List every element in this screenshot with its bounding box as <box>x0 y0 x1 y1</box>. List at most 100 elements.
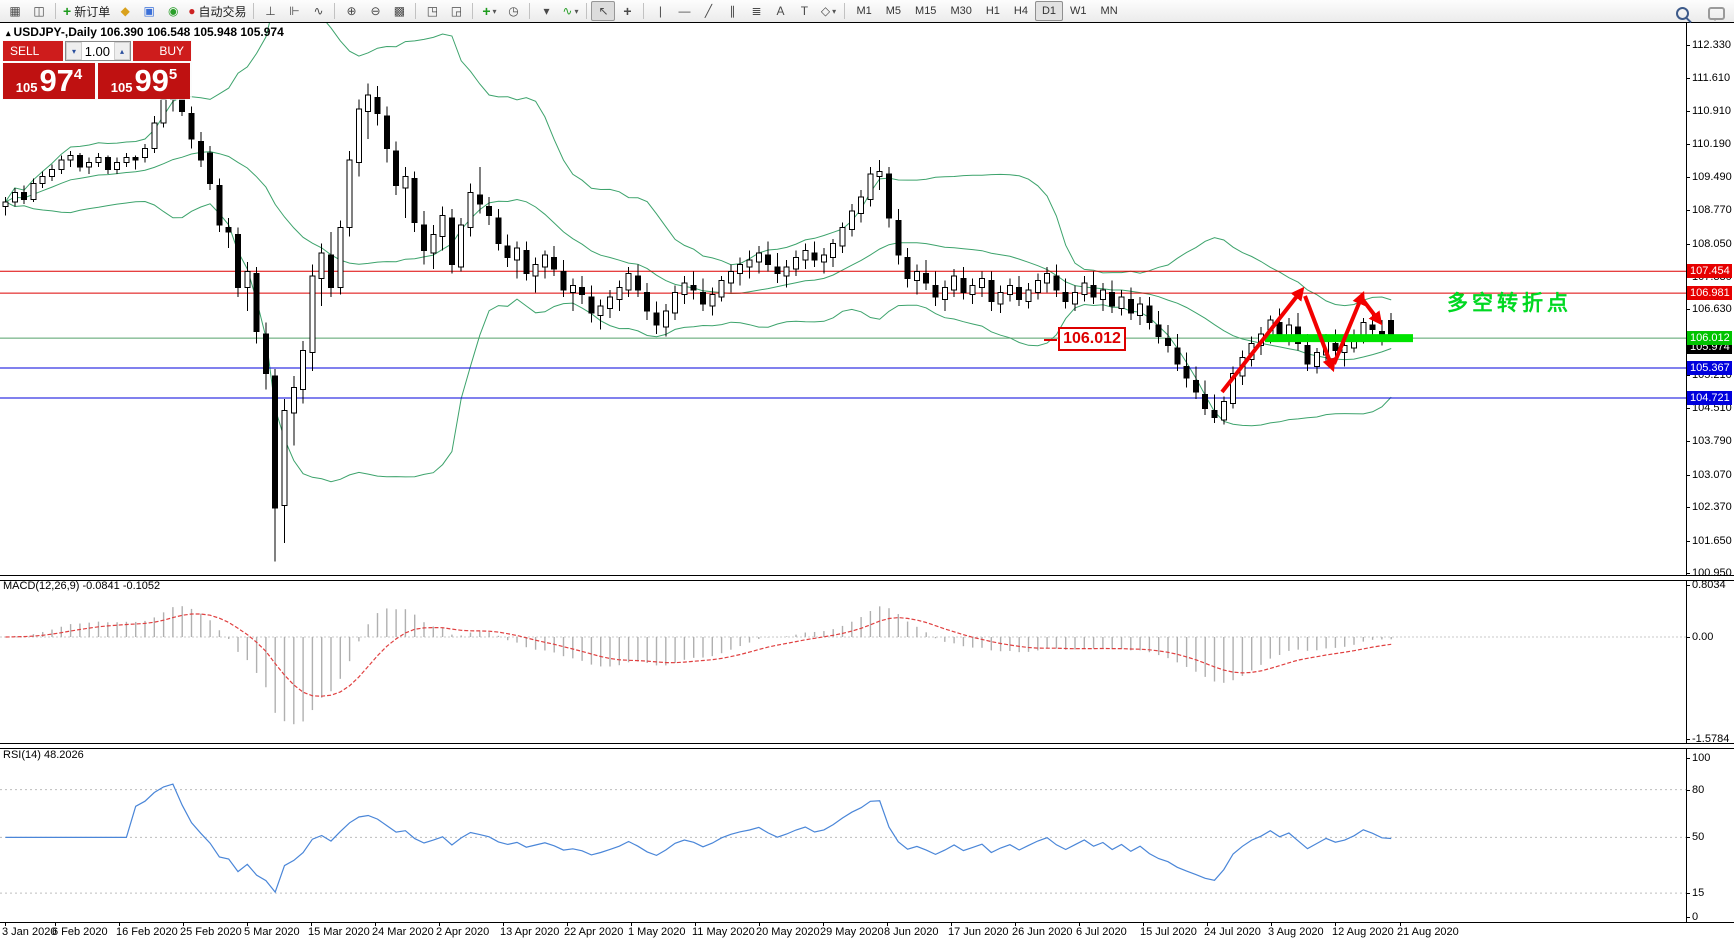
main-price-pane[interactable] <box>0 22 1686 562</box>
search-button[interactable] <box>1670 3 1694 23</box>
vertical-line-icon[interactable]: | <box>648 1 672 21</box>
volume-input[interactable]: 1.00 <box>84 43 110 59</box>
buy-price-display[interactable]: 105 99 5 <box>98 63 190 99</box>
timeframe-m15[interactable]: M15 <box>915 5 937 17</box>
date-tick-mark <box>375 922 376 926</box>
add-indicator-button[interactable]: + ▾ <box>477 1 501 21</box>
fibonacci-icon[interactable]: ≣ <box>744 1 768 21</box>
rsi-pane[interactable] <box>0 783 1686 894</box>
crosshair-icon: + <box>623 3 632 19</box>
candle-body <box>355 108 362 163</box>
chart-top-border <box>0 22 1734 23</box>
sell-button[interactable]: SELL <box>3 41 63 61</box>
zoom-out-icon[interactable]: ⊖ <box>363 1 387 21</box>
date-tick-mark <box>951 922 952 926</box>
rsi-tick-label: 80 <box>1692 783 1705 796</box>
macd-tick-label: 0.00 <box>1692 631 1714 643</box>
timeframe-m5[interactable]: M5 <box>885 5 902 17</box>
candle-body <box>783 266 790 277</box>
bar-chart-icon[interactable]: ⊥ <box>258 1 282 21</box>
date-label: 20 May 2020 <box>756 926 820 938</box>
text-icon[interactable]: A <box>768 1 792 21</box>
price-tick-label: 111.610 <box>1692 72 1731 85</box>
history-center-icon[interactable]: ◆ <box>113 1 137 21</box>
autotrading-button[interactable]: ● 自动交易 <box>185 1 249 21</box>
zigzag-arrow-3[interactable] <box>1332 290 1366 365</box>
chart-style-icon[interactable]: ∿ ▾ <box>558 1 582 21</box>
line-chart-icon[interactable]: ∿ <box>306 1 330 21</box>
date-tick-mark <box>119 922 120 926</box>
price-tick-label: 110.910 <box>1692 104 1731 117</box>
zigzag-arrow-1[interactable] <box>1220 286 1305 394</box>
new-chart-icon[interactable]: ▦ <box>3 1 27 21</box>
timeframe-d1[interactable]: D1 <box>1034 1 1064 21</box>
cursor-icon[interactable]: ↖ <box>591 1 616 21</box>
price-tick-label: 106.630 <box>1692 303 1732 316</box>
tile-windows-icon[interactable]: ▩ <box>387 1 411 21</box>
horizontal-line-icon[interactable]: ― <box>672 1 696 21</box>
equidistant-channel-icon[interactable]: ∥ <box>720 1 744 21</box>
chart-shift-icon[interactable]: ◲ <box>444 1 468 21</box>
auto-scroll-icon[interactable]: ◳ <box>420 1 444 21</box>
candle-body <box>1006 284 1013 296</box>
candle-body <box>272 375 279 509</box>
date-tick-mark <box>759 922 760 926</box>
candle-body <box>160 99 167 124</box>
candle-body <box>616 287 623 300</box>
price-level-label[interactable]: 106.012 <box>1058 327 1126 351</box>
price-tick-mark <box>1686 210 1690 212</box>
chat-button[interactable] <box>1704 3 1728 23</box>
date-tick-mark <box>5 922 6 926</box>
rsi-pane-splitter[interactable] <box>0 743 1734 749</box>
candlestick-chart-icon[interactable]: ⊩ <box>282 1 306 21</box>
zoom-in-icon[interactable]: ⊕ <box>339 1 363 21</box>
price-box-105.367: 105.367 <box>1687 361 1732 376</box>
candle-body <box>244 270 251 289</box>
date-label: 8 Jun 2020 <box>884 926 939 938</box>
candle-body <box>951 275 958 291</box>
zigzag-arrow-2[interactable] <box>1303 295 1336 373</box>
candle-body <box>932 284 939 298</box>
support-line-thick[interactable] <box>1265 334 1413 343</box>
macd-pane-splitter[interactable] <box>0 575 1734 581</box>
crosshair-icon[interactable]: + <box>615 1 639 21</box>
arrows-icon[interactable]: ◇ ▾ <box>816 1 840 21</box>
candle-body <box>1072 291 1078 305</box>
timeframe-w1[interactable]: W1 <box>1070 5 1087 17</box>
market-watch-icon[interactable]: ▣ <box>137 1 161 21</box>
templates-caret-icon[interactable]: ▾ <box>534 1 558 21</box>
candle-body <box>1081 282 1088 296</box>
text-label-icon[interactable]: T <box>792 1 816 21</box>
candle-body <box>95 157 102 163</box>
turning-point-annotation[interactable]: 多空转折点 <box>1447 292 1572 315</box>
volume-up-button[interactable]: ▴ <box>114 42 130 60</box>
trendline-icon[interactable]: ╱ <box>696 1 720 21</box>
bollinger-middle-band <box>5 151 1392 361</box>
candle-body <box>290 386 297 414</box>
volume-down-button[interactable]: ▾ <box>66 42 82 60</box>
timeframe-mn[interactable]: MN <box>1100 5 1118 17</box>
date-tick-mark <box>1207 922 1208 926</box>
chart-profiles-icon[interactable]: ◫ <box>27 1 51 21</box>
buy-button[interactable]: BUY <box>133 41 191 61</box>
candle-body <box>709 294 716 307</box>
collapse-arrow-icon[interactable]: ▴ <box>6 28 11 38</box>
date-label: 12 Aug 2020 <box>1332 926 1394 938</box>
timeframe-h1[interactable]: H1 <box>985 5 1000 17</box>
timeframe-m1[interactable]: M1 <box>856 5 872 17</box>
mql-signals-icon[interactable]: ◉ <box>161 1 185 21</box>
price-box-104.721: 104.721 <box>1687 391 1732 406</box>
timeframe-h4[interactable]: H4 <box>1013 5 1028 17</box>
sell-price-display[interactable]: 105 97 4 <box>3 63 95 99</box>
zigzag-arrow-4[interactable] <box>1361 298 1383 326</box>
autotrading-icon: ● <box>188 4 196 18</box>
new-order-button[interactable]: + 新订单 <box>60 1 113 21</box>
candle-body <box>39 175 46 184</box>
timeframe-m30[interactable]: M30 <box>950 5 972 17</box>
date-label: 1 May 2020 <box>628 926 686 938</box>
macd-pane[interactable] <box>0 606 1686 725</box>
chart-canvas[interactable] <box>0 22 1686 922</box>
date-label: 25 Feb 2020 <box>180 926 242 938</box>
rsi-tick-label: 0 <box>1692 911 1699 923</box>
period-clock-icon[interactable]: ◷ <box>501 1 525 21</box>
